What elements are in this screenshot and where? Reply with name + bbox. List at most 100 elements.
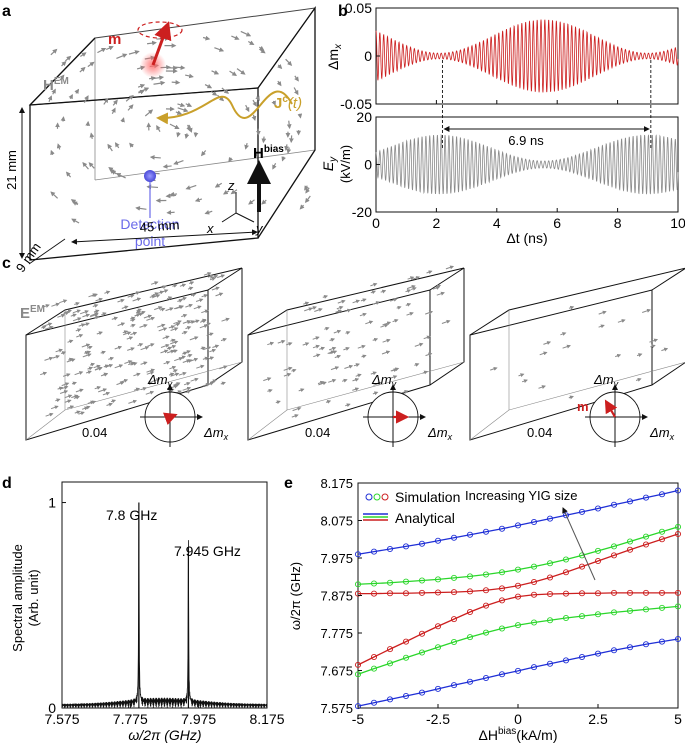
h-em-arrow xyxy=(214,47,225,52)
e-annotation: Increasing YIG size xyxy=(465,488,577,503)
e-em-arrow xyxy=(42,304,50,308)
panel-label-e: e xyxy=(284,475,293,492)
polar-xlabel-3: Δmx xyxy=(649,425,675,442)
e-point-blue-lower xyxy=(450,682,458,689)
e-point-red-lower xyxy=(386,646,394,653)
e-plot xyxy=(354,487,682,710)
e-point-red-lower xyxy=(482,602,490,609)
b-bottom-ylabel: Ey xyxy=(320,156,339,171)
e-legend xyxy=(363,493,389,521)
e-em-arrow xyxy=(165,307,174,312)
e-point-red-upper xyxy=(370,590,378,597)
e-point-blue-lower xyxy=(514,667,522,674)
e-em-arrow xyxy=(490,366,498,371)
h-em-arrow xyxy=(171,80,181,85)
h-em-arrow xyxy=(293,87,299,96)
e-em-arrow xyxy=(642,308,651,313)
e-point-blue-lower xyxy=(562,657,570,664)
e-ytick-label: 7.675 xyxy=(320,664,353,679)
e-line-red-upper xyxy=(358,533,679,595)
e-point-blue-upper xyxy=(658,491,666,498)
box-top-face xyxy=(247,267,465,336)
box-top-face xyxy=(25,267,243,336)
h-em-arrow xyxy=(285,58,293,66)
d-xlabel: ω/2π (GHz) xyxy=(128,727,201,743)
e-xlabel: ΔHbias(kA/m) xyxy=(478,726,557,743)
panel-label-b: b xyxy=(338,3,348,20)
e-point-green-lower xyxy=(498,625,506,632)
e-em-arrow xyxy=(355,373,362,378)
e-em-arrow xyxy=(57,313,66,318)
e-em-arrow xyxy=(161,285,167,290)
e-em-arrow xyxy=(329,350,338,355)
h-em-arrow xyxy=(125,94,134,102)
e-point-red-upper xyxy=(674,530,682,538)
e-em-arrow xyxy=(392,319,399,323)
e-em-arrow xyxy=(71,394,79,399)
h-em-arrow xyxy=(50,48,58,56)
e-em-arrow xyxy=(370,282,378,287)
e-em-arrow xyxy=(277,339,286,344)
e-point-blue-lower xyxy=(386,696,394,703)
h-em-arrow xyxy=(146,184,159,190)
e-em-arrow xyxy=(130,323,136,328)
e-em-arrow xyxy=(133,372,141,377)
e-em-arrow xyxy=(45,412,54,417)
h-em-arrow xyxy=(252,99,257,107)
b-period-label: 6.9 ns xyxy=(508,133,544,148)
e-point-blue-lower xyxy=(594,650,602,657)
e-em-arrow xyxy=(436,291,445,296)
b-bottom-ytick-label: -20 xyxy=(352,204,372,220)
e-em-arrow xyxy=(199,324,209,329)
e-em-arrow xyxy=(201,294,208,298)
e-em-arrow xyxy=(220,337,227,342)
e-em-arrow xyxy=(313,353,321,358)
e-em-arrow xyxy=(435,284,442,289)
e-em-arrow xyxy=(210,379,217,384)
e-em-arrow xyxy=(422,370,429,375)
e-em-arrow xyxy=(121,305,129,310)
e-em-arrow xyxy=(64,399,72,404)
e-em-arrow xyxy=(130,331,138,336)
e-em-arrow xyxy=(598,324,605,329)
b-bottom-plot xyxy=(375,133,679,195)
d-xtick-label: 8.175 xyxy=(249,711,284,727)
e-em-arrow xyxy=(179,355,186,360)
e-em-arrow xyxy=(104,290,111,295)
e-em-arrow xyxy=(406,285,416,290)
h-em-arrow xyxy=(149,155,161,160)
e-em-arrow xyxy=(100,350,106,355)
e-em-arrow xyxy=(74,371,84,376)
e-em-arrow xyxy=(130,362,138,366)
e-annotation-arrow xyxy=(562,507,596,581)
b-xtick-label: 4 xyxy=(493,215,501,231)
e-em-arrow xyxy=(71,381,77,386)
h-em-arrow xyxy=(247,40,255,45)
c-box-2 xyxy=(247,265,465,441)
e-point-blue-lower xyxy=(434,685,442,692)
polar-value-2: 0.04 xyxy=(305,425,330,440)
h-em-arrow xyxy=(177,102,186,108)
e-em-arrow xyxy=(189,281,195,285)
e-em-arrow xyxy=(308,306,317,310)
e-em-arrow xyxy=(322,294,329,299)
b-bottom-ytick-label: 20 xyxy=(356,109,372,125)
e-point-blue-upper xyxy=(434,537,442,544)
e-em-arrow xyxy=(75,388,84,393)
e-em-arrow xyxy=(538,385,546,389)
h-em-arrow xyxy=(286,120,292,130)
e-em-arrow xyxy=(598,310,607,315)
e-em-arrow xyxy=(170,344,177,349)
h-em-arrow xyxy=(166,210,175,215)
e-point-red-upper xyxy=(562,569,570,576)
h-em-arrow xyxy=(165,193,177,199)
e-em-arrow xyxy=(396,305,402,310)
e-point-green-lower xyxy=(434,644,442,651)
e-em-arrow xyxy=(169,365,177,370)
h-em-arrow xyxy=(240,30,252,37)
axis-x: x xyxy=(206,221,214,236)
e-point-red-lower xyxy=(562,590,570,597)
e-em-arrow xyxy=(72,309,81,314)
e-point-green-upper xyxy=(642,533,650,540)
c-polar-plots xyxy=(140,384,648,447)
